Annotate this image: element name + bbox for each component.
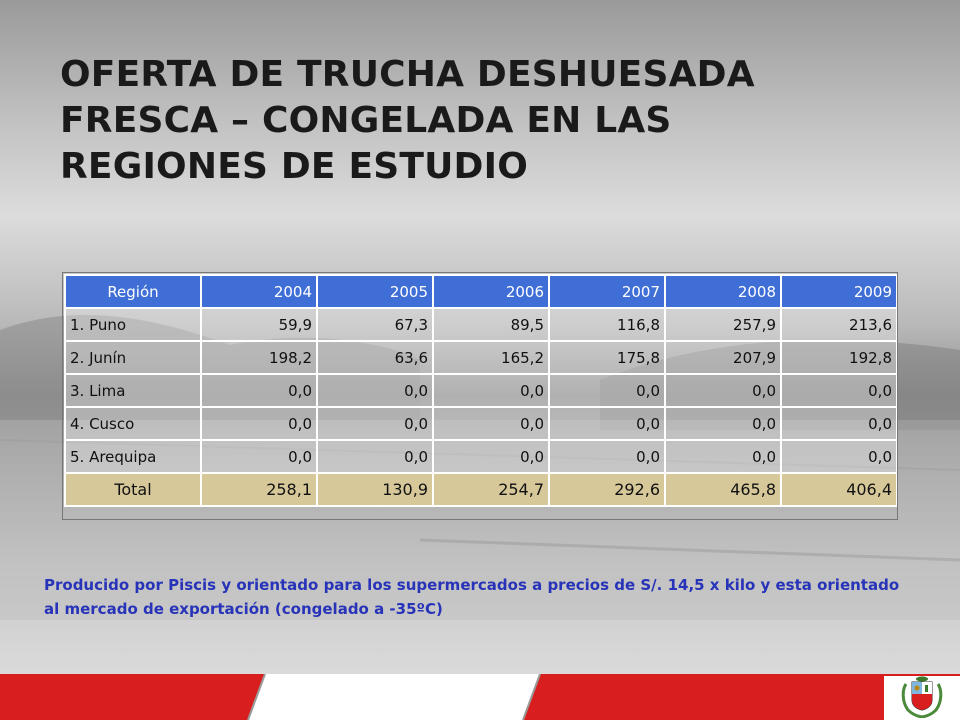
table-row: 2. Junín 198,2 63,6 165,2 175,8 207,9 19…: [64, 340, 898, 375]
value-cell: 67,3: [316, 307, 434, 342]
value-cell: 165,2: [432, 340, 550, 375]
value-cell: 89,5: [432, 307, 550, 342]
table-row: 5. Arequipa 0,0 0,0 0,0 0,0 0,0 0,0: [64, 439, 898, 474]
value-cell: 0,0: [548, 373, 666, 408]
trout-supply-table: Región 2004 2005 2006 2007 2008 2009 1. …: [64, 274, 898, 507]
value-cell: 213,6: [780, 307, 898, 342]
value-cell: 0,0: [316, 406, 434, 441]
table-header-row: Región 2004 2005 2006 2007 2008 2009: [64, 274, 898, 309]
value-cell: 59,9: [200, 307, 318, 342]
footnote-text: Producido por Piscis y orientado para lo…: [44, 576, 900, 618]
value-cell: 0,0: [664, 406, 782, 441]
header-2006: 2006: [432, 274, 550, 309]
value-cell: 0,0: [432, 406, 550, 441]
total-cell: 406,4: [780, 472, 898, 507]
value-cell: 0,0: [316, 373, 434, 408]
value-cell: 192,8: [780, 340, 898, 375]
header-2009: 2009: [780, 274, 898, 309]
value-cell: 116,8: [548, 307, 666, 342]
value-cell: 198,2: [200, 340, 318, 375]
total-cell: 254,7: [432, 472, 550, 507]
value-cell: 0,0: [200, 439, 318, 474]
region-cell: 3. Lima: [64, 373, 202, 408]
total-cell: 258,1: [200, 472, 318, 507]
table-row: 4. Cusco 0,0 0,0 0,0 0,0 0,0 0,0: [64, 406, 898, 441]
region-cell: 1. Puno: [64, 307, 202, 342]
total-cell: 292,6: [548, 472, 666, 507]
value-cell: 0,0: [664, 439, 782, 474]
value-cell: 175,8: [548, 340, 666, 375]
header-2005: 2005: [316, 274, 434, 309]
value-cell: 0,0: [664, 373, 782, 408]
total-cell: 130,9: [316, 472, 434, 507]
value-cell: 0,0: [780, 439, 898, 474]
total-cell: 465,8: [664, 472, 782, 507]
header-2007: 2007: [548, 274, 666, 309]
value-cell: 0,0: [200, 373, 318, 408]
value-cell: 0,0: [432, 439, 550, 474]
table-total-row: Total 258,1 130,9 254,7 292,6 465,8 406,…: [64, 472, 898, 507]
value-cell: 0,0: [548, 439, 666, 474]
table-row: 1. Puno 59,9 67,3 89,5 116,8 257,9 213,6: [64, 307, 898, 342]
region-cell: 2. Junín: [64, 340, 202, 375]
header-region: Región: [64, 274, 202, 309]
footer-white-middle: [248, 674, 540, 720]
header-2004: 2004: [200, 274, 318, 309]
value-cell: 0,0: [432, 373, 550, 408]
value-cell: 0,0: [780, 373, 898, 408]
value-cell: 0,0: [548, 406, 666, 441]
region-cell: 5. Arequipa: [64, 439, 202, 474]
total-label: Total: [64, 472, 202, 507]
value-cell: 0,0: [316, 439, 434, 474]
table-row: 3. Lima 0,0 0,0 0,0 0,0 0,0 0,0: [64, 373, 898, 408]
footer-red-right: [523, 674, 960, 720]
peru-coat-of-arms-icon: [901, 676, 943, 718]
value-cell: 63,6: [316, 340, 434, 375]
footer-banner: [0, 674, 960, 720]
value-cell: 0,0: [200, 406, 318, 441]
slide-title: OFERTA DE TRUCHA DESHUESADA FRESCA – CON…: [60, 54, 755, 187]
value-cell: 0,0: [780, 406, 898, 441]
footer-red-left: [0, 674, 265, 720]
header-2008: 2008: [664, 274, 782, 309]
value-cell: 207,9: [664, 340, 782, 375]
value-cell: 257,9: [664, 307, 782, 342]
region-cell: 4. Cusco: [64, 406, 202, 441]
